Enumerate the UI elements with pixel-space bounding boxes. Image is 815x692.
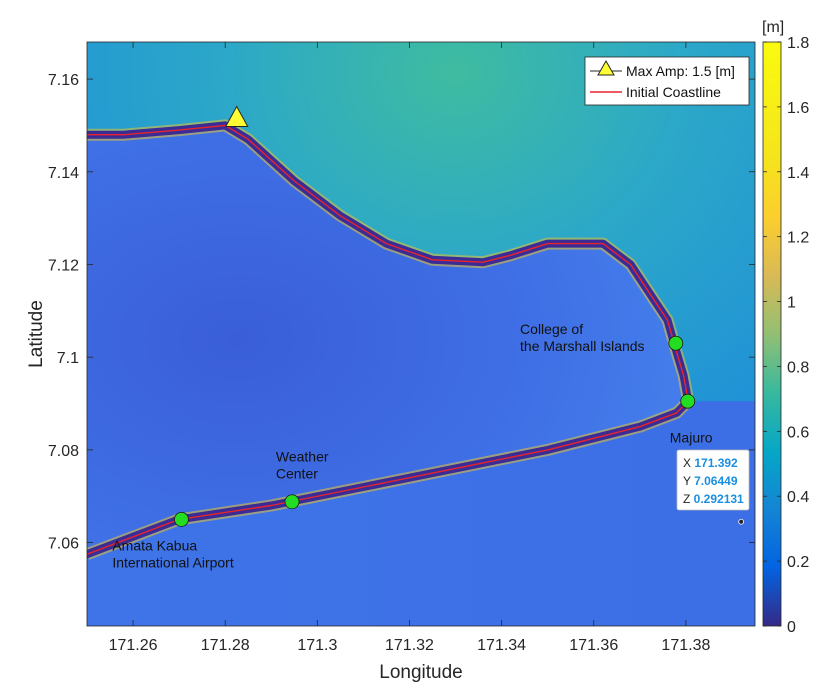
site-marker: [680, 393, 696, 409]
x-tick-label: 171.28: [201, 637, 250, 654]
legend-box: [584, 56, 750, 106]
y-tick-label: 7.16: [48, 72, 79, 89]
colorbar-tick-label: 0.4: [787, 489, 809, 506]
plot-frame: [86, 41, 756, 627]
colorbar-tick-label: 1.2: [787, 230, 809, 247]
initial-coastline: [87, 124, 689, 555]
colorbar-tick-label: 0.2: [787, 554, 809, 571]
site-label-line: Center: [276, 465, 318, 481]
x-tick-label: 171.36: [569, 637, 618, 654]
legend-triangle-icon: [597, 59, 615, 76]
max-amp-triangle-marker: [224, 105, 249, 127]
data-tip-anchor: [738, 518, 745, 525]
y-axis-label: Latitude: [26, 300, 47, 368]
y-tick-label: 7.12: [48, 257, 79, 274]
x-tick-label: 171.26: [109, 637, 158, 654]
x-tick-label: 171.3: [297, 637, 337, 654]
south-ocean-field: [87, 401, 755, 626]
data-tip-row: X 171.392: [683, 456, 738, 470]
y-tick-label: 7.14: [48, 165, 79, 182]
x-axis-label: Longitude: [379, 662, 462, 683]
site-marker: [174, 511, 189, 527]
x-tick-label: 171.32: [385, 637, 434, 654]
y-tick-label: 7.1: [57, 350, 79, 367]
data-tip-key: X: [683, 456, 694, 470]
site-label: Amata Kabua International Airport: [112, 537, 234, 570]
data-tip-row: Z 0.292131: [683, 492, 744, 506]
site-label: College of the Marshall Islands: [520, 321, 645, 354]
colorbar-tick-label: 0.8: [787, 359, 809, 376]
site-marker: [668, 335, 684, 351]
site-marker: [284, 494, 300, 510]
colorbar-tick-label: 0: [787, 619, 796, 636]
legend: Max Amp: 1.5 [m] Initial Coastline: [584, 56, 750, 106]
site-label: Weather Center: [276, 448, 329, 481]
legend-entry-coastline: Initial Coastline: [626, 84, 721, 100]
data-tip-row: Y 7.06449: [683, 474, 738, 488]
legend-entry-max-amp: Max Amp: 1.5 [m]: [626, 63, 735, 79]
colorbar-tick-label: 1.4: [787, 165, 809, 182]
site-label-line: Weather: [276, 448, 329, 464]
x-tick-label: 171.34: [477, 637, 526, 654]
data-tip-value: 0.292131: [694, 492, 744, 506]
data-tip-key: Z: [683, 492, 694, 506]
site-label-line: International Airport: [112, 554, 234, 570]
data-tip-value: 171.392: [694, 456, 738, 470]
site-label-line: College of: [520, 321, 583, 337]
data-tip-box: [676, 449, 750, 511]
y-tick-label: 7.08: [48, 443, 79, 460]
site-label-line: Amata Kabua: [112, 537, 197, 553]
colorbar-tick-label: 1: [787, 295, 796, 312]
data-tip-value: 7.06449: [694, 474, 738, 488]
place-label: Majuro: [670, 429, 713, 445]
y-axis: 7.06 7.08 7.1 7.12 7.14 7.16: [48, 72, 755, 553]
x-tick-label: 171.38: [661, 637, 710, 654]
colorbar-tick-label: 0.6: [787, 424, 809, 441]
y-tick-label: 7.06: [48, 536, 79, 553]
data-tip-key: Y: [683, 474, 694, 488]
site-label-line: the Marshall Islands: [520, 338, 645, 354]
x-axis: 171.26 171.28 171.3 171.32 171.34 171.36 171.3…: [109, 42, 710, 654]
colorbar-tick-label: 1.6: [787, 100, 809, 117]
colorbar: [m] 0 0.2 0.4 0.6 0.8 1 1.2 1.4 1.6 1.8: [762, 19, 809, 636]
colorbar-unit-label: [m]: [762, 19, 784, 36]
colorbar-gradient: [762, 41, 782, 627]
colorbar-tick-label: 1.8: [787, 35, 809, 52]
